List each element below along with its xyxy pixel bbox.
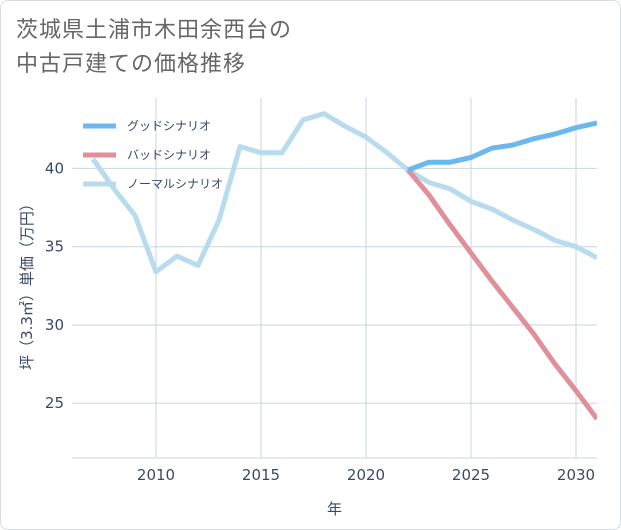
- chart-title-line-2: 中古戸建ての価格推移: [16, 52, 247, 77]
- legend-label-2: ノーマルシナリオ: [127, 177, 223, 191]
- series-line-0: [407, 120, 597, 173]
- legend-label-0: グッドシナリオ: [127, 119, 211, 133]
- x-axis-label: 年: [327, 500, 342, 518]
- y-tick-label-35: 35: [45, 238, 64, 256]
- x-tick-label-2015: 2015: [242, 466, 280, 484]
- chart-title: 茨城県土浦市木田余西台の 中古戸建ての価格推移: [16, 14, 576, 82]
- x-tick-label-2010: 2010: [137, 466, 175, 484]
- y-tick-label-25: 25: [45, 394, 64, 412]
- y-tick-label-40: 40: [45, 159, 64, 177]
- chart-title-line-1: 茨城県土浦市木田余西台の: [16, 18, 293, 43]
- legend-label-1: バッドシナリオ: [127, 148, 211, 162]
- x-tick-label-2030: 2030: [557, 466, 595, 484]
- y-tick-label-30: 30: [45, 316, 64, 334]
- series-line-1: [406, 168, 597, 421]
- x-tick-label-2020: 2020: [347, 466, 385, 484]
- y-axis-label: 坪（3.3㎡）単価（万円）: [18, 196, 36, 370]
- series-lines: [90, 111, 597, 421]
- series-line-2: [90, 111, 597, 275]
- x-tick-label-2025: 2025: [452, 466, 490, 484]
- axes: 2010 2015 2020 2025 2030 25 30 35 40: [45, 159, 597, 484]
